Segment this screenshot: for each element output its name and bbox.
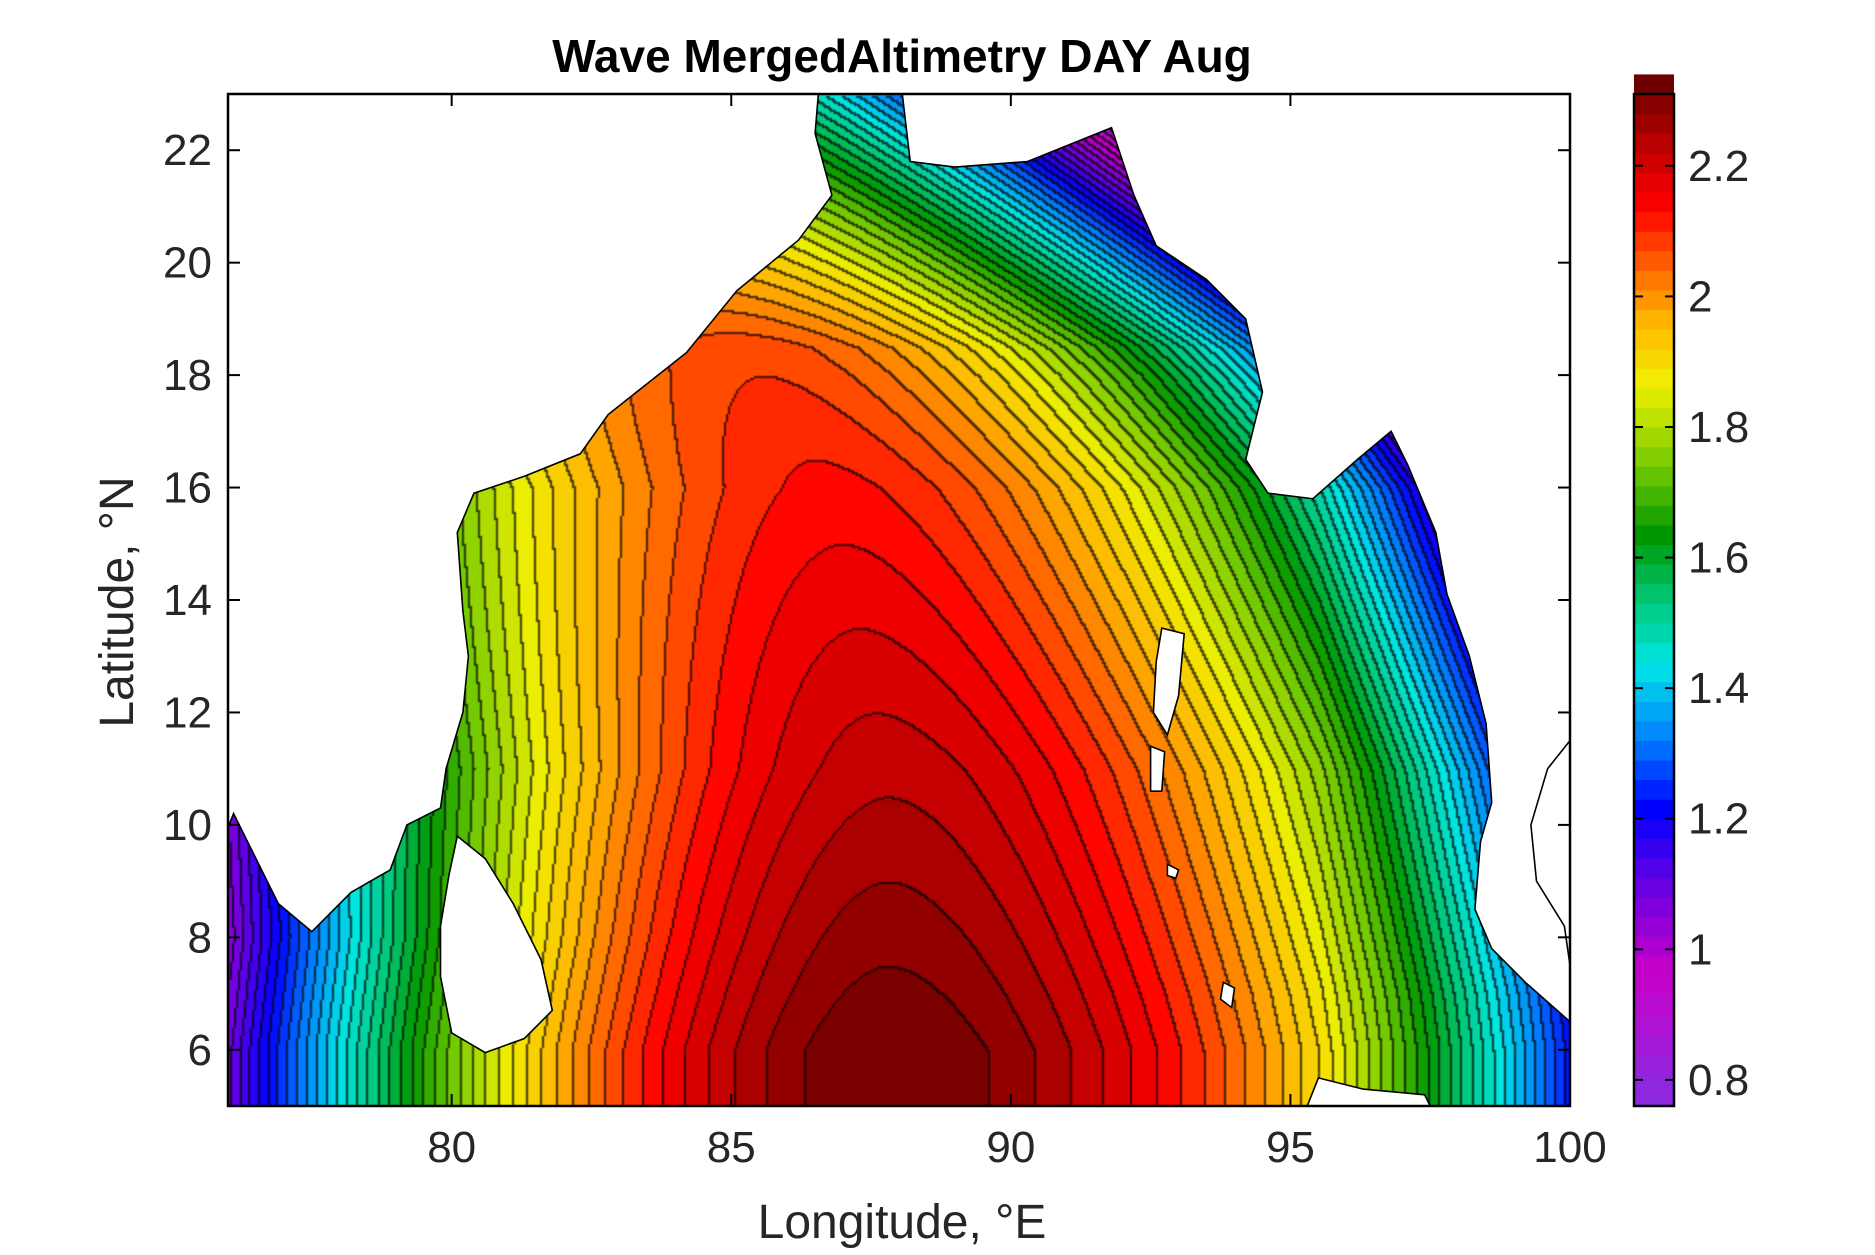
land-sumatra-tip: [1306, 1076, 1432, 1106]
colorbar-band: [1634, 818, 1674, 839]
colorbar-band: [1634, 407, 1674, 428]
land-indian-peninsula: [228, 94, 833, 933]
x-tick-label: 95: [1266, 1123, 1315, 1172]
colorbar-band: [1634, 329, 1674, 350]
land-andaman-south: [1149, 745, 1166, 792]
x-tick-label: 100: [1533, 1123, 1606, 1172]
y-tick-label: 20: [163, 239, 212, 288]
y-tick-label: 10: [163, 801, 212, 850]
y-axis: 6 8 10 12 14 16 18 20 22: [163, 126, 1570, 1075]
colorbar-band: [1634, 270, 1674, 291]
colorbar-band: [1634, 720, 1674, 741]
y-tick-label: 18: [163, 351, 212, 400]
colorbar-band: [1634, 309, 1674, 330]
y-tick-label: 16: [163, 464, 212, 513]
land-nicobar-b: [1166, 862, 1180, 880]
land-andaman-north: [1152, 627, 1186, 737]
colorbar-band: [1634, 368, 1674, 389]
colorbar-band: [1634, 1053, 1674, 1074]
colorbar-band: [1634, 446, 1674, 467]
colorbar-band: [1634, 642, 1674, 663]
colorbar-band: [1634, 387, 1674, 408]
colorbar-band: [1634, 1014, 1674, 1035]
x-axis-label: Longitude, °E: [758, 1196, 1047, 1249]
colorbar-band: [1634, 485, 1674, 506]
y-tick-label: 12: [163, 688, 212, 737]
y-tick-label: 6: [188, 1026, 212, 1075]
colorbar-contour-bands: [1634, 74, 1674, 1094]
colorbar-band: [1634, 877, 1674, 898]
colorbar-tick-label: 2: [1688, 272, 1712, 321]
colorbar-band: [1634, 955, 1674, 977]
chart-title: Wave MergedAltimetry DAY Aug: [552, 30, 1252, 82]
colorbar-band: [1634, 603, 1674, 624]
colorbar-band: [1634, 74, 1674, 95]
colorbar-band: [1634, 681, 1674, 702]
colorbar-band: [1634, 250, 1674, 271]
colorbar-band: [1634, 995, 1674, 1016]
colorbar-band: [1634, 1034, 1674, 1055]
land-malay-east: [1530, 739, 1570, 966]
colorbar-tick-label: 2.2: [1688, 142, 1749, 191]
x-tick-label: 90: [986, 1123, 1035, 1172]
colorbar-tick-label: 0.8: [1688, 1056, 1749, 1105]
colorbar-ticks: 0.8 1 1.2 1.4 1.6 1.8 2 2.2: [1634, 142, 1749, 1105]
x-tick-label: 80: [427, 1123, 476, 1172]
colorbar-band: [1634, 975, 1674, 996]
colorbar-band: [1634, 857, 1674, 879]
colorbar-band: [1634, 799, 1674, 820]
colorbar-band: [1634, 838, 1674, 859]
y-tick-label: 8: [188, 913, 212, 962]
colorbar-tick-label: 1.2: [1688, 795, 1749, 844]
land-sri-lanka: [439, 834, 554, 1054]
colorbar-band: [1634, 211, 1674, 232]
colorbar-tick-label: 1.8: [1688, 403, 1749, 452]
colorbar-band: [1634, 289, 1674, 311]
land-myanmar-bangladesh: [901, 94, 1570, 1023]
colorbar-band: [1634, 505, 1674, 526]
colorbar-band: [1634, 133, 1674, 154]
colorbar-tick-label: 1.6: [1688, 534, 1749, 583]
colorbar-band: [1634, 152, 1674, 173]
colorbar-band: [1634, 348, 1674, 369]
colorbar-band: [1634, 113, 1674, 134]
colorbar-frame: [1632, 92, 1676, 1108]
colorbar-band: [1634, 583, 1674, 604]
colorbar-band: [1634, 759, 1674, 781]
land-nicobar-a: [1219, 981, 1236, 1010]
colorbar-band: [1634, 231, 1674, 252]
colorbar-band: [1634, 544, 1674, 565]
colorbar-band: [1634, 466, 1674, 487]
colorbar-tick-label: 1: [1688, 925, 1712, 974]
colorbar-tick-label: 1.4: [1688, 664, 1749, 713]
y-tick-label: 22: [163, 126, 212, 175]
colorbar-band: [1634, 426, 1674, 448]
y-tick-label: 14: [163, 576, 212, 625]
colorbar-band: [1634, 524, 1674, 546]
land-mask: [228, 94, 1570, 1106]
colorbar-band: [1634, 779, 1674, 800]
colorbar-band: [1634, 191, 1674, 213]
colorbar-band: [1634, 740, 1674, 761]
colorbar-band: [1634, 172, 1674, 193]
colorbar-band: [1634, 564, 1674, 585]
colorbar-band: [1634, 622, 1674, 644]
colorbar-band: [1634, 1073, 1674, 1094]
colorbar-band: [1634, 916, 1674, 937]
x-axis: 80 85 90 95 100: [427, 94, 1607, 1172]
colorbar-band: [1634, 701, 1674, 722]
x-tick-label: 85: [707, 1123, 756, 1172]
colorbar-band: [1634, 94, 1674, 115]
colorbar-band: [1634, 897, 1674, 918]
y-axis-label: Latitude, °N: [91, 476, 144, 727]
colorbar-band: [1634, 662, 1674, 683]
colorbar-band: [1634, 936, 1674, 957]
